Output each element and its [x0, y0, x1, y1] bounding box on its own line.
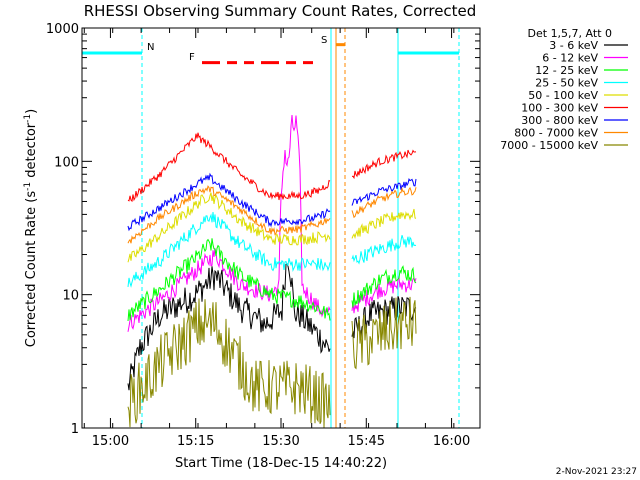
- chart-title: RHESSI Observing Summary Count Rates, Co…: [84, 2, 477, 20]
- legend-label: 25 - 50 keV: [535, 77, 598, 90]
- legend-label: 3 - 6 keV: [549, 39, 598, 52]
- plot-area: N S F: [82, 28, 460, 429]
- y-tick-label: 1000: [46, 22, 79, 37]
- series-line: [351, 275, 417, 314]
- x-tick-label: 15:45: [348, 434, 385, 449]
- x-tick-label: 15:30: [262, 434, 299, 449]
- y-tick-label: 1: [71, 422, 79, 437]
- flare-label: F: [189, 52, 195, 63]
- saa-label: S: [321, 35, 327, 46]
- series-line: [351, 296, 417, 370]
- legend-label: 100 - 300 keV: [521, 102, 598, 115]
- series-line: [127, 115, 331, 332]
- x-tick-label: 16:00: [433, 434, 470, 449]
- x-tick-label: 15:15: [177, 434, 214, 449]
- series-line: [127, 132, 331, 203]
- series-line: [127, 298, 331, 429]
- y-tick-label: 100: [54, 155, 79, 170]
- y-tick-label: 10: [62, 289, 79, 304]
- axes: 15:00 15:15 15:30 15:45 16:00 1 10 100 1000: [46, 22, 480, 449]
- x-axis-label: Start Time (18-Dec-15 14:40:22): [175, 456, 387, 471]
- x-tick-label: 15:00: [92, 434, 129, 449]
- series-line: [351, 149, 417, 180]
- legend-label: 12 - 25 keV: [535, 64, 598, 77]
- series-line: [127, 238, 331, 322]
- series-line: [127, 172, 331, 232]
- legend-label: 300 - 800 keV: [521, 114, 598, 127]
- legend-label: 50 - 100 keV: [528, 89, 598, 102]
- series-line: [351, 235, 417, 265]
- series-line: [127, 185, 331, 244]
- series-line: [351, 178, 417, 206]
- series-line: [351, 186, 417, 219]
- series-line: [127, 192, 331, 263]
- night-label: N: [147, 42, 154, 53]
- legend-label: 6 - 12 keV: [542, 52, 598, 65]
- series-line: [127, 212, 331, 288]
- legend-title: Det 1,5,7, Att 0: [528, 27, 612, 40]
- y-axis-label: Corrected Count Rate (s-1 detector-1): [23, 109, 39, 347]
- series-line: [127, 263, 331, 391]
- timestamp: 2-Nov-2021 23:27: [556, 467, 637, 477]
- series-line: [351, 265, 417, 308]
- series-line: [351, 208, 417, 240]
- legend-label: 800 - 7000 keV: [514, 127, 598, 140]
- legend-label: 7000 - 15000 keV: [500, 139, 598, 152]
